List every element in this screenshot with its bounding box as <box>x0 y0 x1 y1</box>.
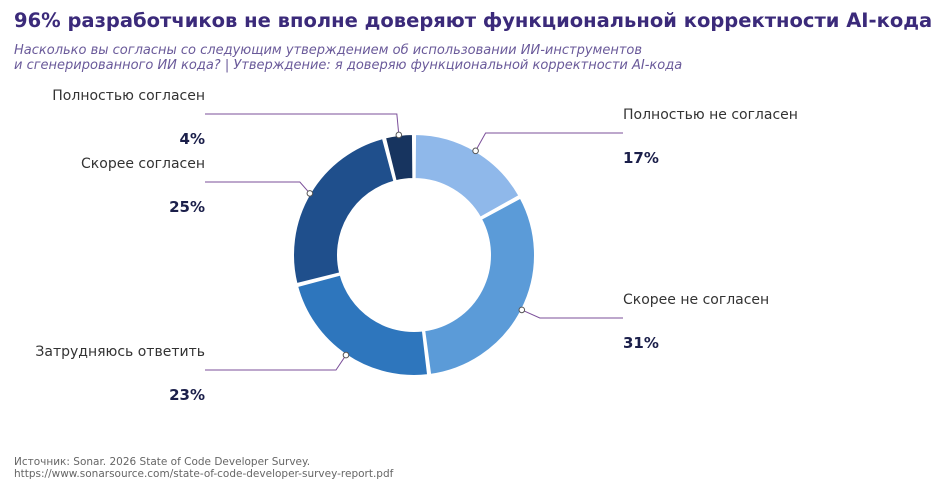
slice-label-4: Скорее согласен <box>81 156 205 172</box>
slice-label-5: Полностью согласен <box>52 88 205 104</box>
callout-line-2 <box>521 309 623 319</box>
slice-label-2: Скорее не согласен <box>623 292 769 308</box>
donut-slice-3 <box>295 273 430 377</box>
donut-slice-1 <box>413 132 521 220</box>
callout-line-3 <box>205 354 347 371</box>
callout-line-5 <box>205 113 400 136</box>
donut-slice-2 <box>423 196 536 377</box>
slice-label-3: Затрудняюсь ответить <box>35 344 205 360</box>
slice-value-4: 25% <box>169 198 205 216</box>
source-line-1: Источник: Sonar. 2026 State of Code Deve… <box>14 456 311 468</box>
source-note: Источник: Sonar. 2026 State of Code Deve… <box>14 456 393 480</box>
callout-dot-3 <box>342 351 350 359</box>
callout-line-4 <box>205 181 311 194</box>
slice-label-1: Полностью не согласен <box>623 107 798 123</box>
donut-slice-4 <box>292 136 396 286</box>
donut-callouts: Полностью не согласен 17% Скорее не соглас… <box>35 88 798 404</box>
slice-value-1: 17% <box>623 149 659 167</box>
callout-dot-2 <box>518 306 526 314</box>
callout-dot-1 <box>472 147 479 155</box>
chart-title: 96% разработчиков не вполне доверяют фун… <box>14 9 933 32</box>
donut-slices <box>292 132 536 377</box>
slice-value-3: 23% <box>169 386 205 404</box>
subtitle-line-2: и сгенерированного ИИ кода? | Утверждени… <box>14 58 683 73</box>
slice-value-5: 4% <box>180 130 205 148</box>
callout-line-1 <box>475 132 623 152</box>
donut-slice-5 <box>383 132 415 183</box>
callout-dot-4 <box>306 190 314 197</box>
chart-subtitle: Насколько вы согласны со следующим утвер… <box>14 43 914 73</box>
subtitle-line-1: Насколько вы согласны со следующим утвер… <box>14 43 643 58</box>
slice-value-2: 31% <box>623 334 659 352</box>
callout-dot-5 <box>395 131 403 139</box>
source-line-2: https://www.sonarsource.com/state-of-cod… <box>14 468 394 480</box>
